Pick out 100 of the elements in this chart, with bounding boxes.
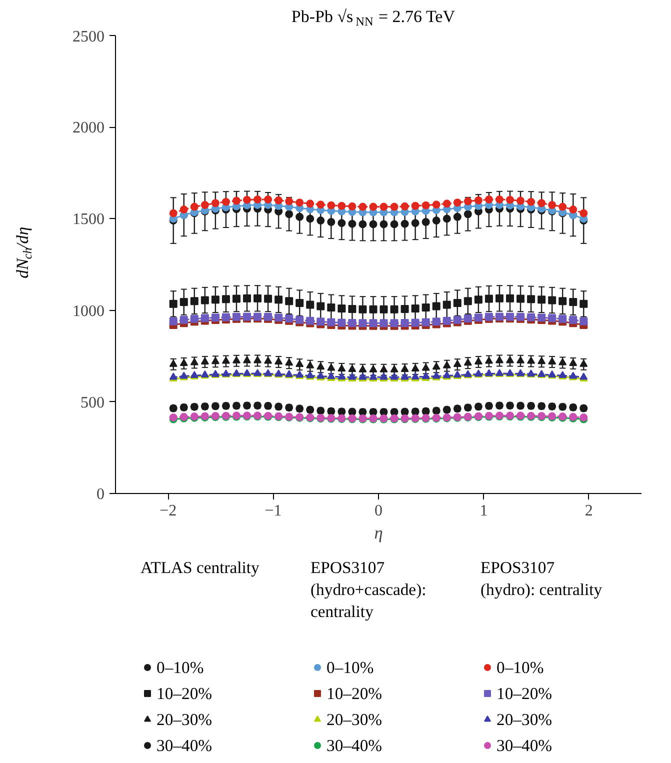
point — [558, 358, 567, 366]
point — [369, 220, 378, 228]
point — [400, 364, 409, 372]
point — [316, 362, 325, 370]
point — [296, 360, 304, 368]
point — [516, 356, 525, 364]
point — [495, 195, 504, 204]
point — [527, 356, 536, 364]
point — [316, 216, 325, 225]
point — [180, 298, 188, 306]
point — [358, 220, 367, 228]
point — [506, 356, 514, 364]
point — [432, 200, 440, 209]
point — [232, 196, 240, 205]
point — [327, 364, 336, 371]
legend-label: 10–20% — [326, 684, 382, 703]
point — [200, 200, 209, 209]
point — [432, 318, 440, 326]
point — [548, 200, 556, 209]
point — [338, 364, 346, 372]
legend-label: 30–40% — [326, 736, 382, 755]
point — [411, 318, 420, 327]
point — [211, 296, 220, 304]
legend-label: 20–30% — [156, 710, 212, 729]
legend-label: 0–10% — [326, 658, 374, 677]
point — [442, 300, 451, 309]
point — [506, 196, 514, 204]
point — [348, 318, 356, 327]
point — [316, 302, 325, 310]
point — [464, 297, 472, 306]
point — [580, 209, 588, 218]
point — [274, 357, 283, 364]
point — [422, 304, 430, 312]
point — [548, 357, 556, 364]
point — [306, 316, 314, 325]
point — [338, 318, 346, 327]
point — [474, 357, 482, 364]
legend-label: 20–30% — [496, 710, 552, 729]
point — [569, 358, 578, 366]
point — [369, 319, 378, 328]
point — [569, 298, 578, 306]
point — [254, 356, 262, 364]
point — [222, 295, 230, 304]
point — [180, 206, 188, 214]
point — [264, 195, 272, 204]
point — [338, 219, 346, 228]
point — [390, 220, 398, 228]
point — [453, 298, 462, 307]
text: EPOS3107 (hydro+cascade): centrality — [310, 558, 426, 621]
y-tick-label: 2000 — [72, 120, 104, 137]
point — [327, 218, 336, 226]
point — [190, 202, 198, 211]
point — [285, 297, 294, 306]
point — [211, 199, 220, 208]
point — [390, 202, 398, 211]
point — [254, 195, 262, 204]
point — [380, 305, 388, 314]
y-tick-label: 0 — [96, 486, 104, 503]
y-tick-label: 1000 — [72, 302, 104, 320]
point — [495, 356, 504, 364]
point — [285, 358, 294, 366]
point — [411, 202, 420, 210]
x-tick-label: −1 — [264, 502, 282, 520]
point — [222, 198, 230, 206]
legend-label: 0–10% — [496, 658, 544, 677]
point — [369, 365, 378, 372]
text: EPOS3107 (hydro): centrality — [480, 558, 602, 599]
point — [358, 202, 367, 211]
point — [338, 202, 346, 210]
point — [442, 361, 451, 368]
point — [390, 319, 398, 328]
x-tick-label: 2 — [584, 502, 593, 520]
point — [190, 358, 198, 366]
y-tick-label: 500 — [80, 394, 104, 412]
point — [558, 297, 567, 306]
point — [232, 294, 240, 303]
legend-label: 10–20% — [496, 684, 552, 703]
point — [538, 296, 546, 304]
point — [506, 294, 514, 302]
point — [243, 356, 251, 364]
point — [200, 357, 209, 364]
point — [306, 300, 314, 309]
point — [348, 364, 356, 372]
point — [274, 296, 283, 304]
point — [474, 296, 482, 304]
point — [422, 201, 430, 210]
point — [453, 360, 462, 368]
point — [327, 304, 336, 312]
point — [400, 220, 409, 228]
point — [558, 202, 567, 211]
point — [358, 365, 367, 372]
x-tick-label: 1 — [480, 502, 488, 520]
point — [380, 202, 388, 211]
point — [422, 364, 430, 371]
point — [484, 356, 493, 364]
point — [327, 201, 336, 210]
point — [411, 304, 420, 312]
point — [538, 357, 546, 364]
point — [285, 210, 294, 218]
point — [422, 318, 430, 326]
